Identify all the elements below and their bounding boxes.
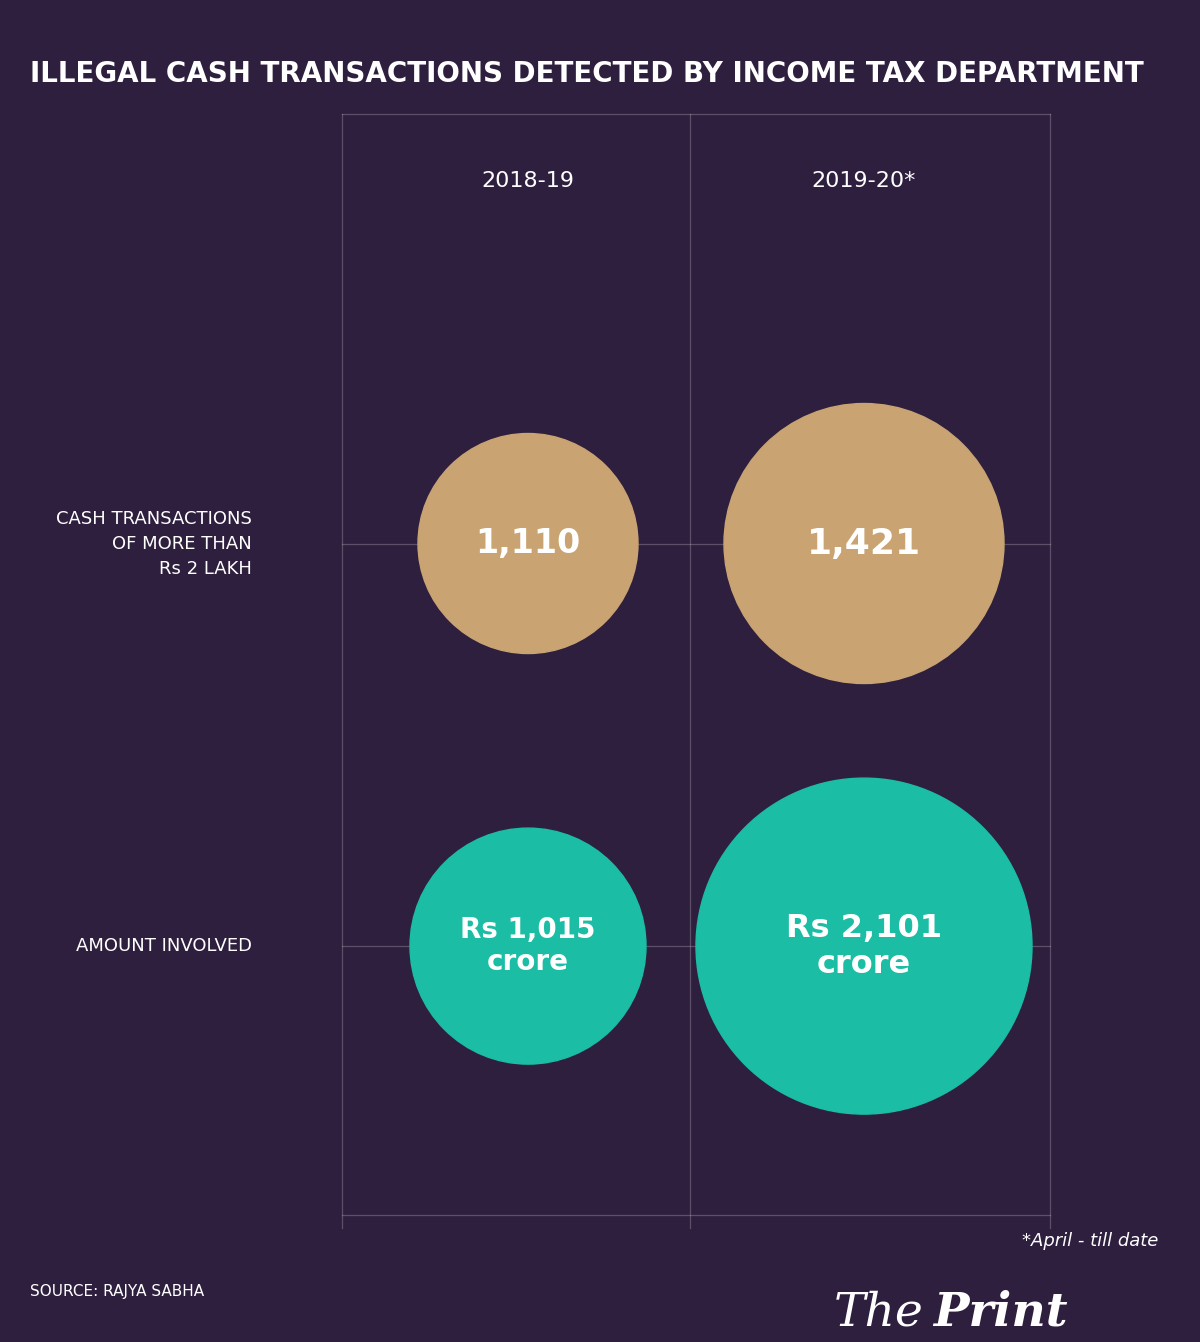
Ellipse shape <box>418 433 638 654</box>
Text: Rs 2,101
crore: Rs 2,101 crore <box>786 913 942 980</box>
Text: SOURCE: RAJYA SABHA: SOURCE: RAJYA SABHA <box>30 1283 204 1299</box>
Ellipse shape <box>410 828 646 1064</box>
Text: Print: Print <box>934 1290 1068 1335</box>
Text: 2018-19: 2018-19 <box>481 172 575 191</box>
Text: AMOUNT INVOLVED: AMOUNT INVOLVED <box>76 937 252 956</box>
Text: The: The <box>834 1290 924 1335</box>
Text: 2019-20*: 2019-20* <box>812 172 916 191</box>
Text: 1,110: 1,110 <box>475 527 581 560</box>
Text: 1,421: 1,421 <box>806 526 922 561</box>
Text: Rs 1,015
crore: Rs 1,015 crore <box>461 915 595 977</box>
Ellipse shape <box>724 404 1004 683</box>
Text: ILLEGAL CASH TRANSACTIONS DETECTED BY INCOME TAX DEPARTMENT: ILLEGAL CASH TRANSACTIONS DETECTED BY IN… <box>30 60 1144 89</box>
Text: CASH TRANSACTIONS
OF MORE THAN
Rs 2 LAKH: CASH TRANSACTIONS OF MORE THAN Rs 2 LAKH <box>56 510 252 577</box>
Ellipse shape <box>696 778 1032 1114</box>
Text: *April - till date: *April - till date <box>1021 1232 1158 1251</box>
